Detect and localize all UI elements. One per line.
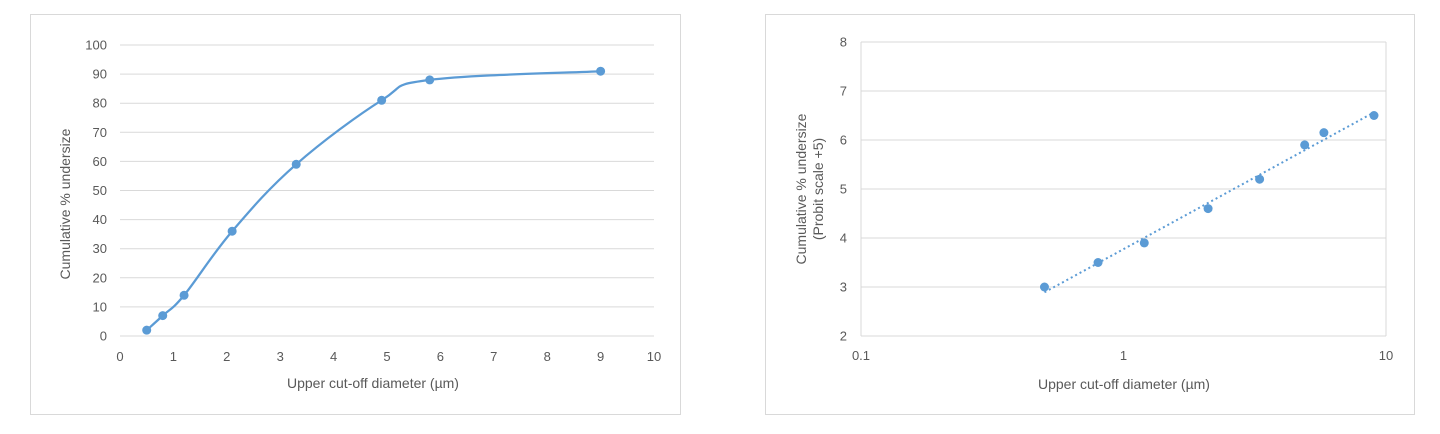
left-data-point — [291, 159, 301, 169]
left-data-point — [227, 226, 237, 236]
right-x-tick-labels: 0.1 1 10 — [852, 348, 1393, 363]
left-x-tick-label: 2 — [223, 349, 230, 364]
chart-right-plot: 2 3 4 5 6 7 8 0.1 1 10 Upper cut-off diameter (µ… — [793, 35, 1393, 393]
left-gridlines — [120, 44, 654, 337]
left-x-tick-label: 1 — [170, 349, 177, 364]
left-x-tick-label: 5 — [383, 349, 390, 364]
left-x-tick-label: 6 — [437, 349, 444, 364]
left-x-tick-label: 10 — [647, 349, 661, 364]
right-data-point — [1369, 111, 1379, 120]
right-x-tick-label: 0.1 — [852, 348, 870, 363]
right-y-tick-label: 6 — [840, 133, 847, 148]
left-series-points — [142, 66, 606, 335]
right-trendline — [1044, 111, 1375, 294]
left-y-tick-labels: 0 10 20 30 40 50 60 70 80 90 100 — [85, 38, 107, 344]
right-y-tick-label: 2 — [840, 329, 847, 344]
left-x-tick-label: 3 — [277, 349, 284, 364]
right-y-tick-label: 4 — [840, 231, 847, 246]
left-y-tick-label: 60 — [93, 154, 107, 169]
right-data-point — [1300, 140, 1310, 150]
right-series-points — [1039, 111, 1379, 292]
left-series-line — [145, 70, 601, 332]
right-y-tick-labels: 2 3 4 5 6 7 8 — [840, 35, 847, 344]
left-data-point — [158, 311, 168, 321]
left-x-tick-label: 9 — [597, 349, 604, 364]
chart-left-plot: 0 10 20 30 40 50 60 70 80 90 100 0 1 2 3 4 5 6 7 8 9 10 Uppe… — [57, 38, 661, 392]
right-x-tick-label: 10 — [1379, 348, 1393, 363]
right-y-tick-label: 8 — [840, 35, 847, 50]
right-data-point — [1203, 204, 1213, 214]
right-y-tick-label: 3 — [840, 280, 847, 295]
right-y-axis-title-line2: (Probit scale +5) — [810, 138, 826, 240]
left-data-point — [425, 75, 435, 85]
chart-left-frame: 0 10 20 30 40 50 60 70 80 90 100 0 1 2 3 4 5 6 7 8 9 10 Uppe… — [30, 14, 681, 415]
right-data-point — [1139, 238, 1149, 248]
chart-right-frame: 2 3 4 5 6 7 8 0.1 1 10 Upper cut-off diameter (µ… — [765, 14, 1415, 415]
left-x-tick-label: 4 — [330, 349, 337, 364]
left-data-point — [596, 66, 606, 76]
right-x-axis-title: Upper cut-off diameter (µm) — [1038, 376, 1210, 392]
left-y-tick-label: 10 — [93, 299, 107, 314]
left-x-tick-label: 8 — [544, 349, 551, 364]
left-y-axis-title: Cumulative % undersize — [57, 128, 73, 279]
left-y-tick-label: 70 — [93, 125, 107, 140]
right-data-point — [1319, 128, 1329, 138]
left-y-tick-label: 20 — [93, 270, 107, 285]
left-y-tick-label: 30 — [93, 241, 107, 256]
left-y-tick-label: 90 — [93, 67, 107, 82]
left-y-tick-label: 80 — [93, 96, 107, 111]
left-y-tick-label: 0 — [100, 329, 107, 344]
right-data-point — [1093, 258, 1103, 267]
left-x-axis-title: Upper cut-off diameter (µm) — [287, 375, 459, 391]
right-data-point — [1255, 174, 1265, 184]
left-y-tick-label: 40 — [93, 212, 107, 227]
right-y-axis-title-line1: Cumulative % undersize — [793, 113, 809, 264]
left-y-tick-label: 100 — [85, 38, 107, 53]
left-data-point — [377, 95, 387, 105]
right-y-tick-label: 5 — [840, 182, 847, 197]
left-x-tick-labels: 0 1 2 3 4 5 6 7 8 9 10 — [116, 349, 661, 364]
left-data-point — [142, 325, 152, 335]
left-data-point — [179, 290, 189, 300]
left-y-tick-label: 50 — [93, 183, 107, 198]
right-x-tick-label: 1 — [1120, 348, 1127, 363]
left-x-tick-label: 7 — [490, 349, 497, 364]
left-x-tick-label: 0 — [116, 349, 123, 364]
right-gridlines — [860, 41, 1387, 337]
right-y-tick-label: 7 — [840, 84, 847, 99]
right-data-point — [1039, 282, 1049, 292]
